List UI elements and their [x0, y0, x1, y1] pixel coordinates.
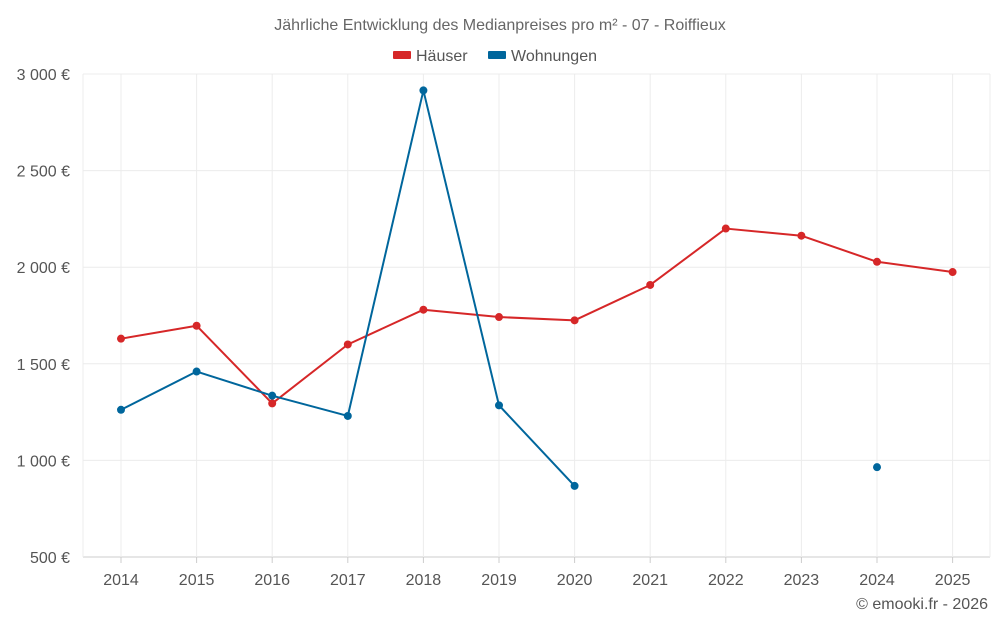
- data-point[interactable]: [268, 391, 277, 400]
- legend: Häuser Wohnungen: [393, 48, 597, 65]
- data-point[interactable]: [495, 313, 503, 322]
- series-line: [120, 227, 953, 405]
- y-tick-label: 3 000 €: [17, 67, 70, 84]
- x-tick-label: 2018: [406, 572, 442, 589]
- legend-swatch: [488, 51, 506, 59]
- x-tick-label: 2015: [179, 572, 215, 589]
- data-point[interactable]: [117, 405, 125, 414]
- y-tick-label: 2 000 €: [17, 260, 70, 277]
- y-tick-label: 500 €: [30, 550, 70, 567]
- x-tick-label: 2020: [557, 572, 593, 589]
- data-point[interactable]: [419, 86, 428, 95]
- data-point[interactable]: [721, 224, 730, 233]
- x-tick-label: 2022: [708, 572, 744, 589]
- chart-title: Jährliche Entwicklung des Medianpreises …: [274, 17, 725, 34]
- data-point[interactable]: [343, 340, 352, 349]
- data-point[interactable]: [192, 367, 201, 376]
- data-point[interactable]: [646, 280, 655, 289]
- credit-text: © emooki.fr - 2026: [856, 596, 988, 613]
- legend-label: Wohnungen: [511, 48, 597, 65]
- x-tick-label: 2021: [632, 572, 668, 589]
- y-tick-label: 2 500 €: [17, 164, 70, 181]
- x-tick-label: 2025: [935, 572, 971, 589]
- data-point[interactable]: [873, 257, 881, 266]
- series-group: [117, 86, 957, 490]
- x-tick-label: 2014: [103, 572, 139, 589]
- data-point[interactable]: [419, 305, 428, 314]
- series: [117, 86, 881, 490]
- data-point[interactable]: [343, 411, 352, 420]
- x-tick-label: 2016: [254, 572, 290, 589]
- data-point[interactable]: [495, 401, 503, 410]
- data-point[interactable]: [570, 481, 579, 490]
- x-tick-label: 2024: [859, 572, 895, 589]
- y-axis: 500 € 1 000 € 1 500 € 2 000 € 2 500 € 3 000 €: [17, 67, 70, 567]
- data-point[interactable]: [192, 321, 201, 330]
- x-tick-label: 2019: [481, 572, 517, 589]
- data-point[interactable]: [117, 334, 125, 343]
- data-point[interactable]: [268, 399, 277, 408]
- y-tick-label: 1 000 €: [17, 453, 70, 470]
- y-tick-label: 1 500 €: [17, 357, 70, 374]
- x-tick-label: 2017: [330, 572, 366, 589]
- data-point[interactable]: [570, 316, 579, 325]
- x-tick-label: 2023: [784, 572, 820, 589]
- x-axis: 2014 2015 2016 2017 2018 2019 2020 2021 2022 2023…: [103, 557, 970, 589]
- gridlines: [82, 73, 991, 558]
- series: [117, 224, 957, 408]
- data-point[interactable]: [797, 231, 806, 240]
- legend-label: Häuser: [416, 48, 468, 65]
- data-point[interactable]: [873, 463, 881, 472]
- legend-swatch: [393, 51, 411, 59]
- data-point[interactable]: [948, 268, 957, 277]
